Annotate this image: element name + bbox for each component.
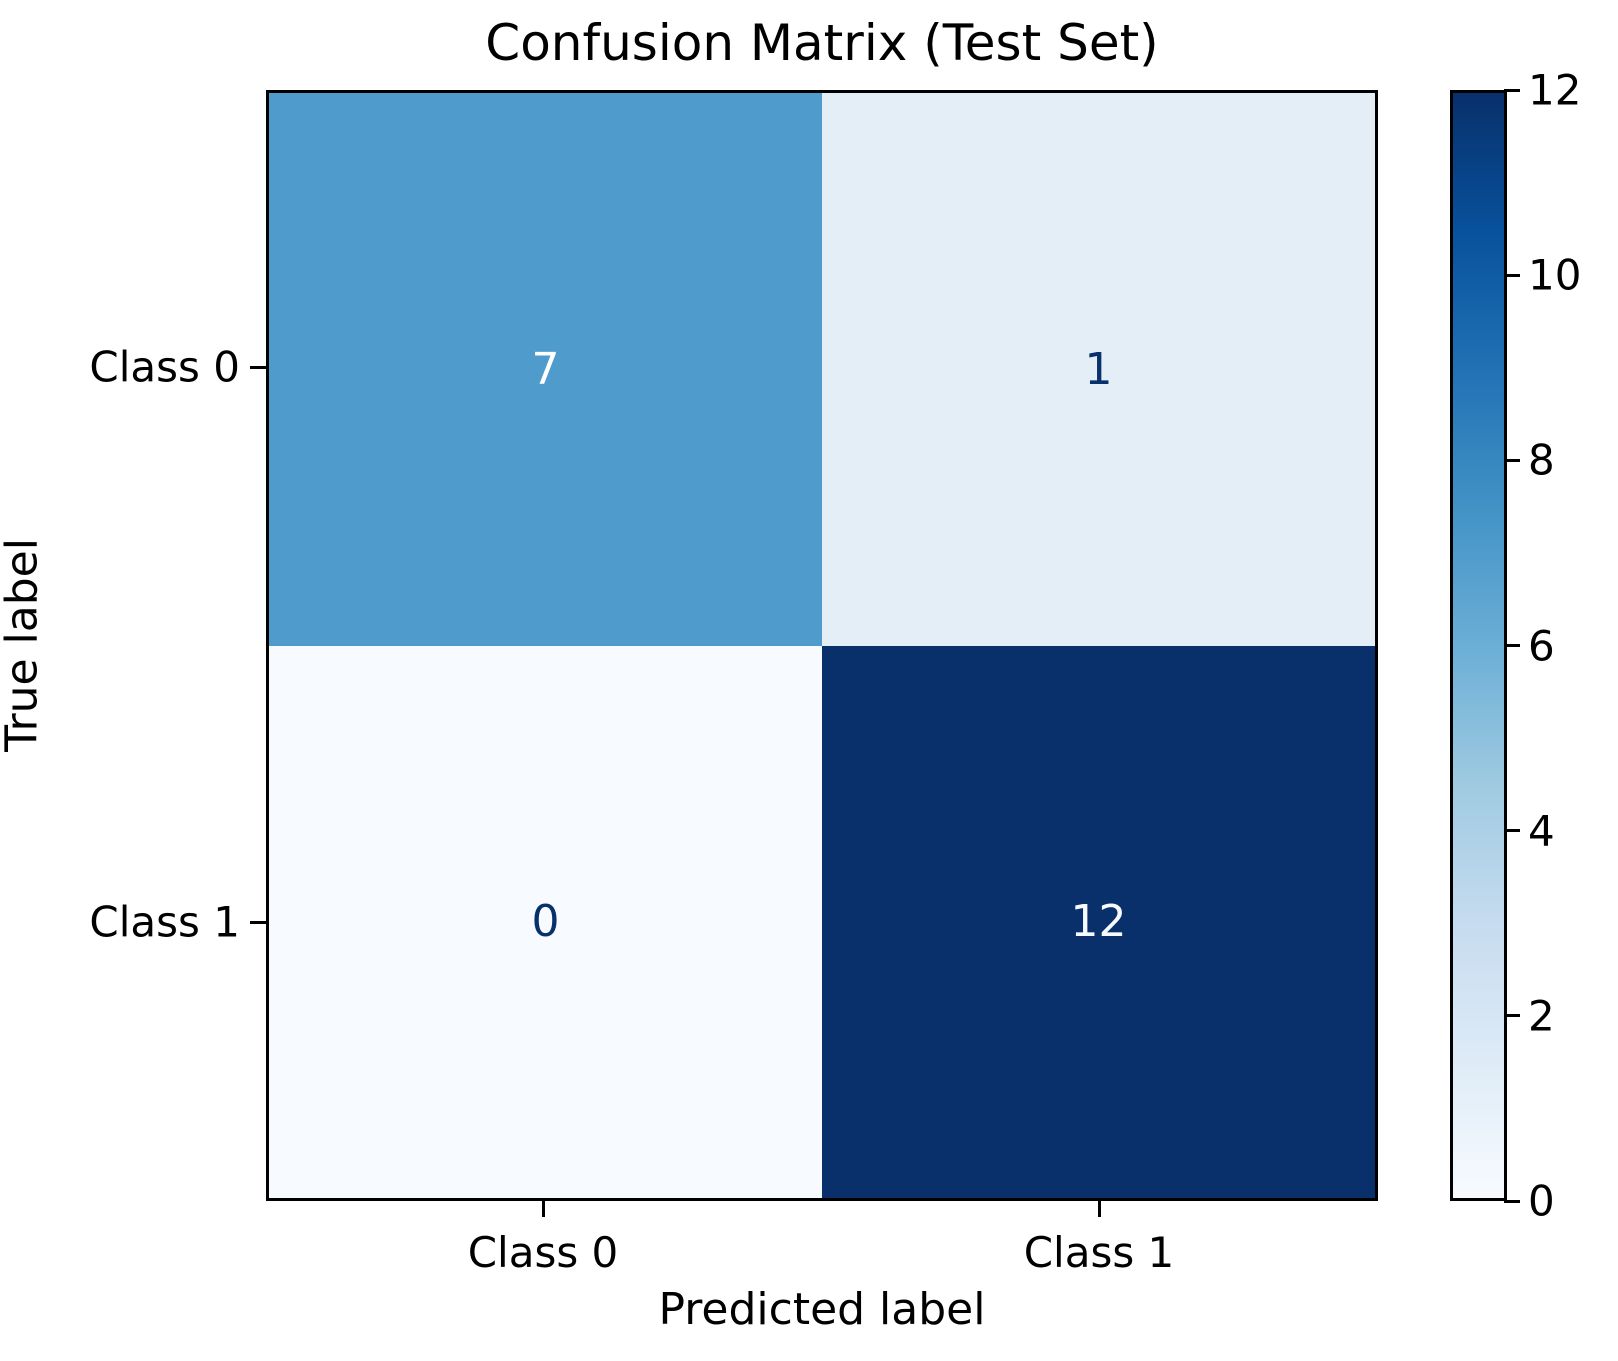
colorbar-tick-label: 10: [1528, 250, 1582, 300]
colorbar-tick-label: 0: [1528, 1176, 1555, 1226]
y-tick-label-class0: Class 0: [89, 342, 240, 392]
colorbar-tick-mark: [1504, 1014, 1520, 1018]
colorbar-tick-mark: [1504, 88, 1520, 92]
matrix-cell-true0-pred0: 7: [269, 93, 822, 646]
matrix-cell-true1-pred0: 0: [269, 645, 822, 1198]
colorbar-tick-label: 6: [1528, 621, 1555, 670]
y-tick-label-class1: Class 1: [89, 897, 240, 947]
x-tick-label-class1: Class 1: [1023, 1228, 1175, 1277]
x-tick-mark-class0: [542, 1201, 545, 1217]
colorbar-tick-mark: [1504, 273, 1520, 277]
x-tick-mark-class1: [1098, 1201, 1101, 1217]
y-tick-mark-class0: [250, 366, 266, 369]
colorbar-tick-label: 4: [1528, 806, 1555, 856]
colorbar: [1450, 90, 1507, 1201]
colorbar-tick-label: 8: [1528, 435, 1555, 485]
heatmap-plot-area: 7 1 0 12: [266, 90, 1378, 1201]
colorbar-tick-mark: [1504, 644, 1520, 647]
y-tick-mark-class1: [250, 921, 266, 924]
colorbar-tick-label: 2: [1528, 991, 1555, 1041]
x-tick-label-class0: Class 0: [467, 1228, 619, 1277]
colorbar-tick-mark: [1504, 1199, 1520, 1203]
colorbar-tick-mark: [1504, 829, 1520, 833]
matrix-cell-true0-pred1: 1: [822, 93, 1375, 646]
chart-title: Confusion Matrix (Test Set): [485, 14, 1159, 72]
colorbar-tick-mark: [1504, 458, 1520, 462]
y-axis-label: True label: [0, 538, 48, 752]
colorbar-tick-label: 12: [1528, 65, 1582, 115]
x-axis-label: Predicted label: [658, 1284, 986, 1335]
matrix-cell-true1-pred1: 12: [822, 645, 1375, 1198]
